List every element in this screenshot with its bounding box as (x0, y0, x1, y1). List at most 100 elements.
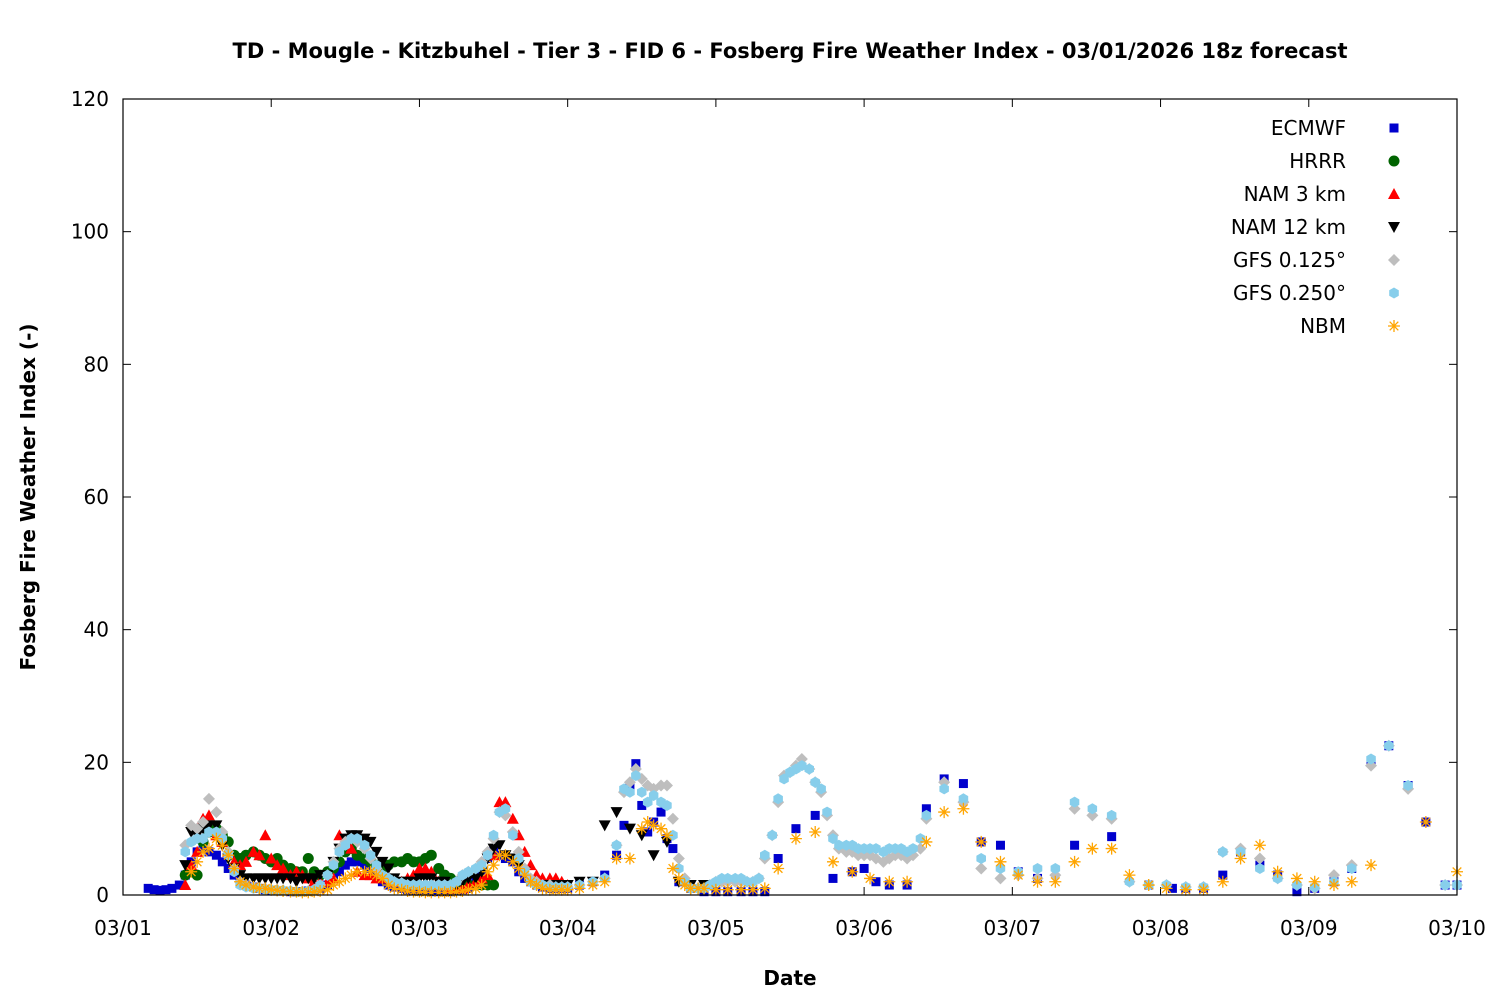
data-point (1069, 796, 1080, 808)
data-point (284, 873, 297, 885)
data-point (488, 879, 500, 891)
data-point (826, 855, 839, 868)
data-point (1070, 840, 1080, 850)
legend-marker (1388, 222, 1400, 233)
data-point (1179, 883, 1192, 896)
plot-frame (122, 98, 1458, 896)
data-point (217, 857, 227, 867)
legend-label: GFS 0.125° (1233, 248, 1346, 272)
data-point (456, 885, 469, 898)
data-point (746, 883, 759, 896)
data-point (647, 819, 660, 832)
data-point (995, 840, 1005, 850)
legend-marker (1388, 188, 1400, 199)
data-point (487, 843, 500, 855)
data-point (240, 855, 253, 867)
data-point (425, 873, 438, 885)
data-point (277, 885, 290, 898)
data-point (994, 872, 1007, 885)
data-point (333, 875, 346, 888)
data-point (271, 859, 284, 871)
data-point (506, 812, 519, 824)
data-point (939, 783, 949, 795)
data-point (365, 849, 376, 861)
data-point (210, 832, 223, 845)
data-point (499, 849, 512, 862)
data-point (327, 872, 340, 884)
data-point (321, 883, 334, 896)
data-point (642, 796, 653, 808)
data-point (334, 846, 345, 858)
data-point (647, 850, 660, 862)
legend-label: NBM (1300, 314, 1346, 338)
x-tick-label: 03/01 (94, 916, 152, 940)
data-point (211, 826, 222, 838)
data-point (469, 873, 482, 885)
data-point (1290, 872, 1303, 885)
y-tick-label: 80 (84, 352, 109, 376)
data-point (259, 882, 272, 895)
data-point (1031, 875, 1044, 888)
data-point (789, 832, 802, 845)
data-point (672, 872, 685, 885)
data-point (508, 829, 518, 841)
data-point (143, 883, 153, 893)
data-point (198, 833, 208, 845)
data-point (202, 792, 215, 805)
data-point (185, 865, 198, 878)
data-point (662, 800, 672, 811)
data-point (216, 839, 229, 852)
data-point (149, 885, 159, 895)
data-point (370, 869, 383, 882)
axis-ticks: 03/01 03/02 03/03 03/04 03/05 03/06 03/07 03/08… (71, 87, 1486, 940)
data-point (797, 760, 807, 772)
data-point (994, 855, 1007, 868)
legend-label: NAM 3 km (1244, 182, 1346, 206)
data-point (1234, 852, 1247, 865)
data-point (314, 885, 327, 898)
data-point (660, 836, 673, 848)
data-point (1292, 879, 1302, 891)
data-point (240, 879, 253, 892)
data-point (488, 829, 499, 841)
data-point (975, 835, 988, 848)
data-point (302, 853, 314, 865)
data-point (352, 833, 362, 845)
x-tick-label: 03/06 (835, 916, 893, 940)
data-point (202, 809, 215, 821)
data-point (610, 807, 623, 819)
x-tick-label: 03/08 (1132, 916, 1190, 940)
data-point (610, 852, 623, 865)
data-point (623, 823, 636, 835)
data-point (482, 849, 493, 861)
data-point (211, 850, 221, 860)
data-point (308, 873, 321, 885)
data-point (921, 804, 931, 814)
x-tick-label: 03/10 (1428, 916, 1486, 940)
data-point (810, 776, 820, 788)
data-point (340, 839, 351, 851)
data-point (247, 881, 260, 894)
data-point (419, 862, 432, 874)
data-point (1255, 863, 1265, 874)
data-point (561, 883, 574, 896)
data-point (828, 833, 838, 845)
data-point (1253, 839, 1266, 852)
data-point (791, 824, 801, 834)
data-point (723, 872, 733, 884)
data-point (660, 829, 673, 842)
data-point (1327, 879, 1340, 892)
x-axis-label: Date (763, 966, 816, 990)
data-point (1086, 842, 1099, 855)
data-point (1050, 863, 1061, 874)
data-point (1384, 740, 1394, 752)
data-point (871, 843, 881, 855)
legend-marker (1389, 123, 1399, 133)
data-point (648, 790, 659, 801)
data-point (816, 783, 826, 795)
series-nam-12-km (179, 807, 711, 892)
data-point (684, 882, 697, 895)
data-point (804, 763, 814, 775)
x-tick-label: 03/07 (984, 916, 1042, 940)
